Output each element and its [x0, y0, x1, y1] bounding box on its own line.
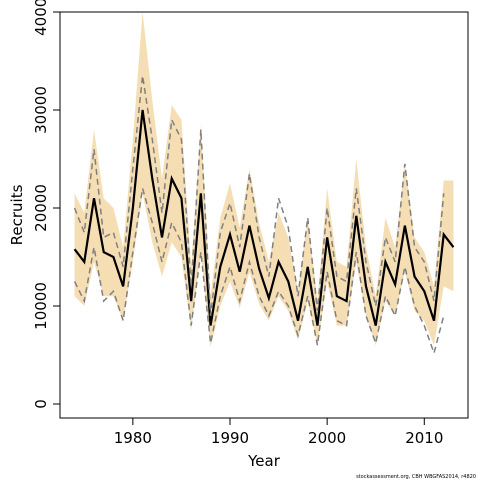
footer: stockassessment.org, CBH WBGFAS2014, r48… — [356, 474, 476, 480]
estimate-line — [73, 109, 455, 326]
x-axis-label: Year — [247, 452, 281, 470]
x-tick-label: 1980 — [114, 429, 152, 447]
x-tick-label: 1990 — [211, 429, 249, 447]
y-tick-label: 20000 — [32, 184, 50, 232]
dashed-line — [73, 75, 445, 316]
y-tick-label: 40000 — [32, 0, 50, 36]
confidence-band — [74, 12, 454, 348]
y-tick-label: 10000 — [32, 282, 50, 330]
y-tick-label: 30000 — [32, 86, 50, 134]
y-axis-label: Recruits — [8, 184, 26, 245]
dashed-line — [73, 188, 445, 356]
x-tick-label: 2000 — [308, 429, 346, 447]
x-tick-label: 2010 — [405, 429, 443, 447]
y-tick-label: 0 — [32, 399, 50, 409]
plot-frame — [59, 11, 469, 419]
